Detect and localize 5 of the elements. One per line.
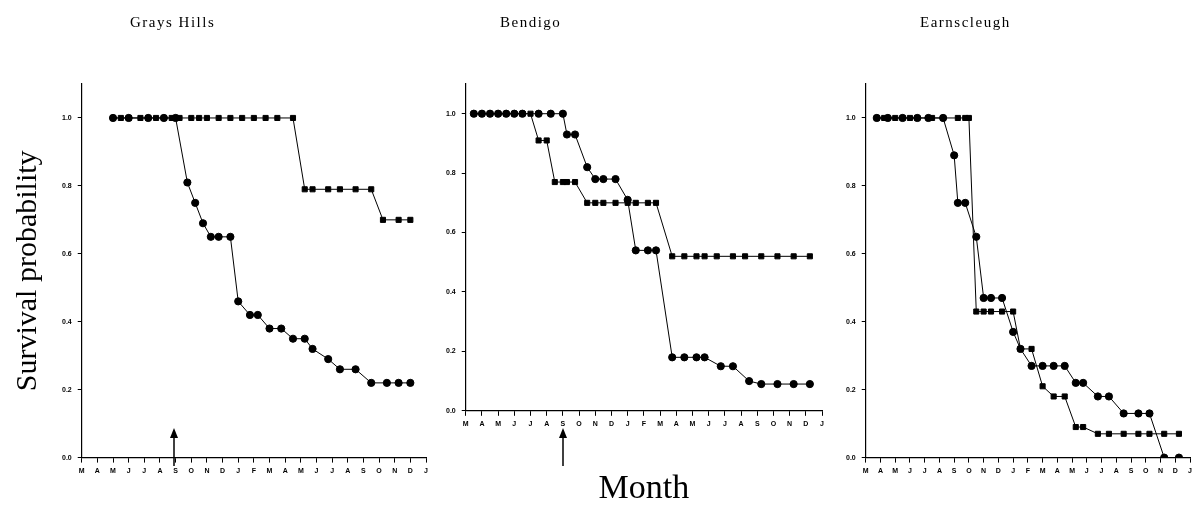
chart-title: Bendigo: [500, 14, 562, 31]
chart-title: Grays Hills: [130, 14, 216, 31]
x-axis-title: Month: [598, 467, 690, 505]
chart-title: Earnscleugh: [920, 14, 1011, 31]
y-axis-title: Survival probability: [8, 150, 42, 392]
